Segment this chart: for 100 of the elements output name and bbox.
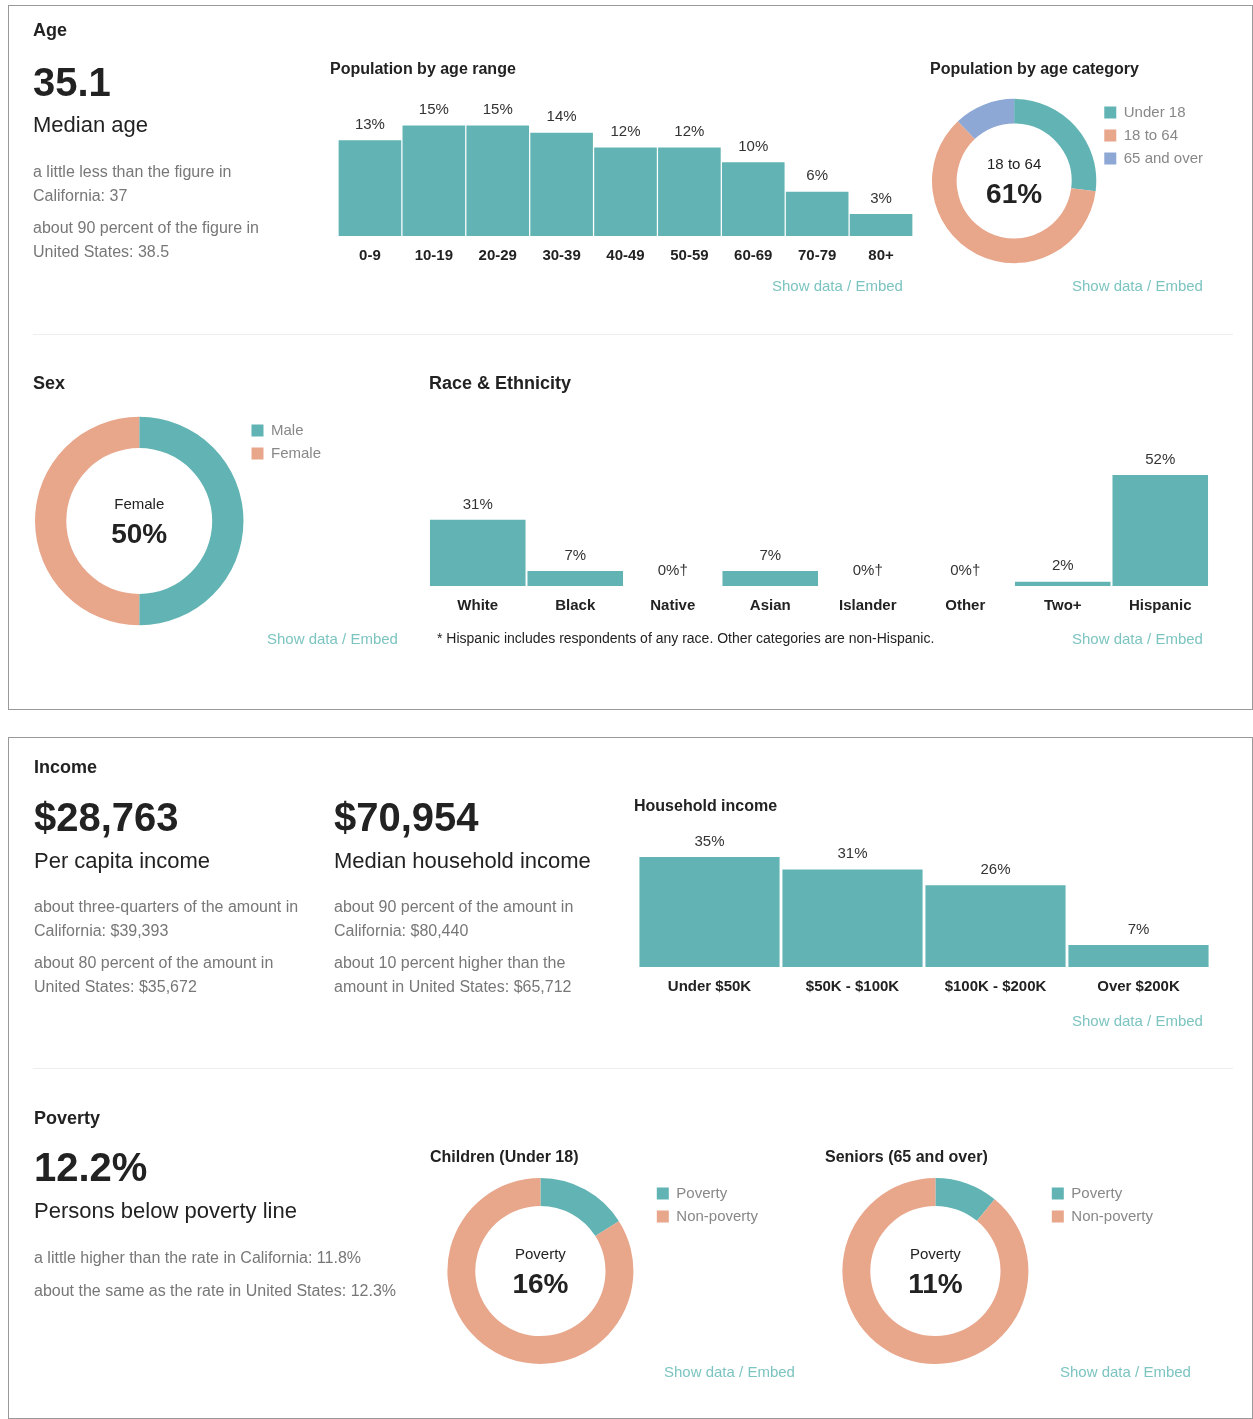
text: Age	[33, 20, 68, 41]
legend-label: Non-poverty	[1071, 1206, 1154, 1224]
data-label: 31%	[837, 844, 868, 862]
legend-label: Under 18	[1123, 102, 1186, 120]
x-tick-label: $50K - $100K	[805, 977, 900, 995]
bar	[782, 869, 923, 967]
x-tick-label: Islander	[838, 596, 897, 614]
chart-title: Race & Ethnicity	[429, 373, 572, 394]
text: Median household income	[334, 848, 591, 874]
text: $70,954	[334, 795, 479, 840]
text: Show data / Embed	[664, 1363, 795, 1380]
text: Show data / Embed	[1072, 1012, 1203, 1029]
data-label: 2%	[1051, 556, 1074, 574]
data-label: 6%	[806, 166, 829, 184]
text: a little higher than the rate in California: 11.8%	[34, 1248, 362, 1268]
text: Poverty	[34, 1108, 101, 1129]
data-label: 7%	[759, 545, 782, 563]
text: Persons below poverty line	[34, 1198, 297, 1224]
data-label: 0%†	[657, 560, 688, 578]
bar	[1068, 945, 1209, 967]
legend-label: Non-poverty	[676, 1206, 759, 1224]
text: $28,763	[34, 795, 179, 840]
x-tick-label: Native	[650, 596, 696, 614]
text: Show data / Embed	[1072, 277, 1203, 294]
x-tick-label: 40-49	[606, 246, 645, 264]
data-label: 31%	[462, 494, 493, 512]
x-tick-label: Black	[555, 596, 596, 614]
legend-label: 65 and over	[1123, 148, 1204, 166]
data-label: 3%	[870, 188, 892, 206]
bar	[925, 885, 1066, 967]
chart-title: Population by age range	[330, 60, 516, 78]
data-label: 12%	[674, 122, 705, 140]
text: about 90 percent of the figure in United States: 38.5	[33, 218, 260, 262]
x-tick-label: Asian	[749, 596, 791, 614]
text: Poverty	[909, 1245, 962, 1263]
data-label: 0%†	[852, 560, 883, 578]
data-label: 26%	[980, 859, 1011, 877]
x-tick-label: 0-9	[359, 246, 381, 264]
data-label: 13%	[354, 114, 385, 132]
data-label: 12%	[610, 122, 641, 140]
text: 35.1	[33, 60, 111, 105]
x-tick-label: 10-19	[414, 246, 454, 264]
x-tick-label: White	[457, 596, 499, 614]
text: Income	[34, 757, 98, 778]
data-label: 15%	[418, 100, 449, 118]
chart-title: Sex	[33, 373, 66, 394]
chart-title: Seniors (65 and over)	[825, 1148, 988, 1166]
data-label: 52%	[1145, 449, 1176, 467]
text: Per capita income	[34, 848, 211, 874]
legend-label: Poverty	[1071, 1183, 1123, 1201]
chart-title: Population by age category	[930, 60, 1139, 78]
text: 18 to 64	[987, 155, 1042, 173]
legend-label: Poverty	[676, 1183, 728, 1201]
x-tick-label: $100K - $200K	[944, 977, 1047, 995]
text: about the same as the rate in United States: 12.3%	[34, 1281, 397, 1301]
x-tick-label: Hispanic	[1128, 596, 1192, 614]
text: Show data / Embed	[1072, 630, 1203, 647]
legend-label: 18 to 64	[1123, 125, 1178, 143]
bar	[338, 140, 402, 236]
text: about 80 percent of the amount in United States: $35,672	[34, 953, 275, 997]
text: Show data / Embed	[267, 630, 398, 647]
text: 16%	[512, 1267, 569, 1299]
text: about 10 percent higher than the amount in United States: $65,712	[334, 953, 573, 997]
bar	[639, 857, 780, 967]
data-label: 0%†	[950, 560, 981, 578]
data-label: 7%	[1127, 919, 1150, 937]
x-tick-label: 80+	[868, 246, 895, 264]
text: Show data / Embed	[1060, 1363, 1191, 1380]
data-label: 15%	[482, 100, 513, 118]
x-tick-label: Under $50K	[667, 977, 752, 995]
x-tick-label: 20-29	[478, 246, 517, 264]
data-label: 14%	[546, 107, 577, 125]
bar	[722, 571, 819, 586]
text: Median age	[33, 112, 148, 138]
legend-label: Female	[270, 443, 322, 461]
text: Poverty	[514, 1245, 567, 1263]
text: about three-quarters of the amount in California: $39,393	[34, 897, 300, 941]
text: * Hispanic includes respondents of any race. Other categories are non-Hispanic.	[437, 630, 935, 646]
x-tick-label: 60-69	[734, 246, 773, 264]
text: a little less than the figure in California: 37	[33, 162, 233, 206]
data-label: 7%	[564, 545, 587, 563]
x-tick-label: 70-79	[797, 246, 837, 264]
legend-label: Male	[270, 420, 304, 438]
chart-title: Children (Under 18)	[430, 1148, 579, 1166]
data-label: 35%	[694, 831, 725, 849]
text: Female	[114, 495, 165, 513]
text: 11%	[908, 1267, 963, 1299]
x-tick-label: 50-59	[670, 246, 709, 264]
text: 61%	[986, 177, 1043, 209]
data-label: 10%	[738, 136, 769, 154]
text: about 90 percent of the amount in California: $80,440	[334, 897, 575, 941]
x-tick-label: Other	[945, 596, 986, 614]
x-tick-label: 30-39	[542, 246, 581, 264]
text: 12.2%	[34, 1145, 148, 1190]
x-tick-label: Over $200K	[1097, 977, 1180, 995]
chart-title: Household income	[634, 797, 778, 815]
text: 50%	[111, 517, 168, 549]
x-tick-label: Two+	[1043, 596, 1082, 614]
bar	[849, 213, 913, 236]
text: Show data / Embed	[772, 277, 903, 294]
